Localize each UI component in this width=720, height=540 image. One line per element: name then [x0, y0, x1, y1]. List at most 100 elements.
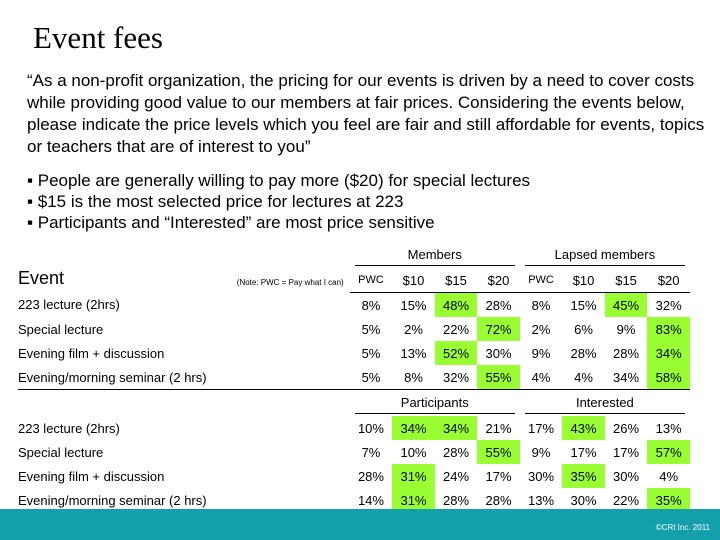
table-cell: 8% [361, 297, 381, 313]
table-cell: 17% [613, 444, 640, 460]
table-cell: 17% [528, 420, 555, 436]
group-header-row: Participants Interested [18, 390, 690, 417]
table-row: Evening film + discussion 28% 31% 24% 17% 30%… [18, 464, 690, 488]
table-cell: 28% [613, 345, 640, 361]
col-header: $15 [604, 268, 648, 293]
table-cell: 5% [349, 365, 393, 390]
group-header-row: Event (Note: PWC = Pay what I can) Membe… [18, 242, 690, 288]
col-header: $20 [647, 268, 690, 293]
table-cell: 2% [531, 321, 551, 337]
table-cell: 4% [659, 468, 679, 484]
table-cell: 28% [357, 468, 384, 484]
table-cell: 10% [357, 420, 384, 436]
footer-bar: ©CRI Inc. 2011 [0, 509, 720, 540]
table-cell: 43% [562, 416, 605, 440]
table-cell: 30% [528, 468, 555, 484]
finding-bullet: ▪ People are generally willing to pay mo… [27, 171, 531, 190]
table-cell: 32% [655, 297, 682, 313]
table-cell: 4% [562, 365, 605, 390]
table-cell: 13% [400, 345, 427, 361]
table-cell: 72% [477, 317, 520, 341]
table-row: 223 lecture (2hrs) 8% 15% 48% 28% 8% 15% 45% 32% [18, 292, 690, 317]
table-cell: 17% [570, 444, 597, 460]
table-cell: 31% [392, 464, 435, 488]
table-cell: 34% [647, 341, 690, 365]
table-cell: 7% [361, 444, 381, 460]
group-participants-header: Participants [350, 390, 520, 417]
table-cell: 26% [613, 420, 640, 436]
table-cell: 55% [477, 440, 520, 464]
col-header: PWC [519, 268, 563, 293]
table-cell: 30% [485, 345, 512, 361]
group-lapsed-members-header: Lapsed members [520, 242, 690, 268]
table-row: Evening/morning seminar (2 hrs) 5% 8% 32% 55… [18, 365, 690, 390]
table-cell: 30% [613, 468, 640, 484]
table-row: Evening/morning seminar (2 hrs) 14% 31% 28%… [18, 488, 690, 513]
col-header: PWC [349, 268, 393, 293]
col-header: $10 [562, 268, 605, 293]
table-cell: 35% [562, 464, 605, 488]
table-cell: 57% [647, 440, 690, 464]
pwc-note: (Note: PWC = Pay what I can) [236, 277, 344, 287]
table-cell: 55% [477, 365, 520, 390]
table-cell: 34% [434, 416, 478, 440]
table-cell: 28% [442, 444, 470, 460]
table-cell: 48% [434, 292, 478, 317]
table-cell: 9% [616, 321, 636, 337]
table-cell: 15% [570, 297, 597, 313]
table-cell: 28% [485, 297, 512, 313]
table-row: 223 lecture (2hrs) 10% 34% 34% 21% 17% 43% 26% 1… [18, 416, 690, 440]
table-cell: 58% [647, 365, 690, 390]
row-label: Evening film + discussion [18, 345, 165, 361]
table-cell: 5% [361, 321, 381, 337]
row-label: Evening/morning seminar (2 hrs) [18, 488, 350, 513]
table-cell: 13% [655, 420, 682, 436]
table-cell: 5% [361, 345, 381, 361]
table-cell: 4% [519, 365, 563, 390]
table-cell: 8% [531, 297, 551, 313]
group-members-header: Members [350, 242, 520, 268]
table-row: Evening film + discussion 5% 13% 52% 30% 9% 28… [18, 341, 690, 365]
table-row: Special lecture 5% 2% 22% 72% 2% 6% 9% 83% [18, 317, 690, 341]
row-label: Special lecture [18, 321, 104, 337]
table-cell: 22% [604, 488, 648, 513]
row-label: Special lecture [18, 444, 104, 460]
table-cell: 9% [531, 345, 551, 361]
table-cell: 32% [434, 365, 478, 390]
copyright-text: ©CRI Inc. 2011 [655, 523, 710, 532]
table-cell: 22% [442, 321, 470, 337]
event-column-header: Event [18, 267, 65, 288]
table-cell: 34% [604, 365, 648, 390]
table-cell: 83% [647, 317, 690, 341]
table-cell: 15% [400, 297, 427, 313]
key-findings-list: ▪ People are generally willing to pay mo… [27, 170, 530, 233]
table-cell: 34% [392, 416, 435, 440]
table-cell: 52% [434, 341, 478, 365]
row-label: Evening/morning seminar (2 hrs) [18, 365, 350, 390]
price-header-row: PWC $10 $15 $20 PWC $10 $15 $20 [18, 268, 690, 293]
table-cell: 10% [400, 444, 427, 460]
table-cell: 28% [570, 345, 597, 361]
finding-bullet: ▪ $15 is the most selected price for lec… [27, 192, 404, 211]
slide-title: Event fees [33, 20, 163, 55]
members-rows: 223 lecture (2hrs) 8% 15% 48% 28% 8% 15% 45% 32%… [18, 292, 690, 390]
event-fees-table: Event (Note: PWC = Pay what I can) Membe… [18, 242, 690, 513]
participants-rows: 223 lecture (2hrs) 10% 34% 34% 21% 17% 43% 26% 1… [18, 416, 690, 513]
col-header: $15 [434, 268, 478, 293]
row-label: Evening film + discussion [18, 468, 165, 484]
table-cell: 21% [485, 420, 512, 436]
survey-question-quote: “As a non-profit organization, the prici… [27, 71, 705, 156]
row-label: 223 lecture (2hrs) [18, 420, 120, 436]
col-header: $10 [392, 268, 435, 293]
table-cell: 31% [392, 488, 435, 513]
table-cell: 24% [442, 468, 470, 484]
table-cell: 28% [434, 488, 478, 513]
table-cell: 17% [485, 468, 512, 484]
table-cell: 2% [404, 321, 423, 337]
table-cell: 45% [604, 292, 648, 317]
table-cell: 8% [392, 365, 435, 390]
col-header: $20 [477, 268, 520, 293]
table-row: Special lecture 7% 10% 28% 55% 9% 17% 17% 57% [18, 440, 690, 464]
table-cell: 9% [531, 444, 551, 460]
row-label: 223 lecture (2hrs) [18, 297, 120, 313]
